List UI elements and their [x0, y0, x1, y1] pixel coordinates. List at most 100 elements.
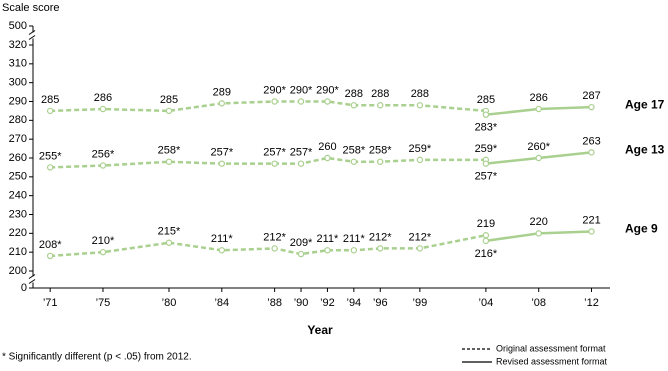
x-tick-label: ’96 — [373, 297, 388, 309]
data-point — [350, 102, 358, 109]
series-label: Age 9 — [625, 222, 658, 236]
value-label: 285 — [477, 94, 495, 106]
value-label: 257* — [290, 147, 313, 159]
x-tick-label: ’80 — [162, 297, 177, 309]
data-point — [377, 158, 384, 165]
y-tick-label: 240 — [9, 190, 27, 202]
y-tick-label: 300 — [9, 77, 27, 89]
value-label: 212* — [263, 231, 286, 243]
data-point — [350, 247, 358, 254]
data-point — [165, 239, 173, 246]
data-point — [46, 252, 54, 260]
y-tick-label: 210 — [9, 246, 27, 258]
value-label: 211* — [343, 233, 366, 245]
y-tick-label: 280 — [9, 114, 27, 126]
data-point — [535, 230, 542, 237]
value-label: 290* — [263, 84, 286, 96]
data-point — [99, 162, 107, 169]
value-label: 210* — [92, 235, 115, 247]
value-label: 285 — [41, 94, 59, 106]
axis-break — [28, 279, 36, 284]
x-tick-label: ’08 — [531, 297, 546, 309]
data-point — [535, 154, 542, 162]
y-tick-label: 290 — [9, 95, 27, 107]
y-tick-label: 260 — [9, 152, 27, 164]
value-label: 290* — [316, 84, 339, 96]
data-point — [482, 237, 490, 245]
axis-break — [28, 30, 36, 35]
data-point — [165, 158, 173, 165]
data-point — [482, 232, 490, 239]
data-point — [99, 248, 107, 256]
data-point — [271, 160, 278, 167]
data-point — [297, 160, 305, 167]
data-point — [46, 164, 54, 171]
legend-label: Revised assessment format — [496, 356, 608, 366]
data-point — [99, 105, 107, 113]
data-point — [218, 247, 226, 254]
value-label: 285 — [160, 94, 178, 106]
value-label: 258* — [158, 145, 181, 157]
y-tick-label: 270 — [9, 133, 27, 145]
y-tick-label: 250 — [9, 171, 27, 183]
axis-break — [28, 274, 36, 279]
data-point — [416, 156, 424, 164]
value-label: 212* — [409, 231, 432, 243]
value-label: 211* — [317, 233, 340, 245]
value-label: 209* — [290, 237, 313, 249]
series-label: Age 13 — [625, 143, 665, 157]
data-point — [482, 111, 490, 118]
data-point — [324, 154, 331, 162]
value-label: 287 — [582, 90, 600, 102]
value-label: 288 — [371, 88, 389, 100]
value-label: 212* — [369, 231, 392, 243]
value-label: 263 — [582, 135, 600, 147]
y-axis-label: Scale score — [2, 2, 59, 14]
footnote: * Significantly different (p < .05) from… — [2, 352, 192, 363]
x-tick-label: ’94 — [347, 297, 362, 309]
value-label: 255* — [39, 150, 62, 162]
data-point — [535, 105, 542, 113]
legend-label: Original assessment format — [496, 343, 606, 353]
y-tick-label: 200 — [9, 265, 27, 277]
value-label: 283* — [475, 122, 498, 134]
x-tick-label: ’71 — [43, 297, 58, 309]
data-point — [377, 102, 384, 109]
value-label: 216* — [475, 248, 498, 260]
x-tick-label: ’88 — [267, 297, 282, 309]
data-point — [482, 160, 490, 167]
data-point — [165, 107, 173, 115]
value-label: 208* — [39, 239, 62, 251]
value-label: 220 — [530, 216, 548, 228]
data-point — [416, 245, 424, 252]
x-tick-label: ’99 — [413, 297, 428, 309]
data-point — [297, 98, 305, 105]
data-point — [588, 103, 595, 111]
value-label: 221 — [582, 214, 600, 226]
value-label: 258* — [343, 145, 366, 157]
axis-break-gap — [28, 276, 38, 283]
data-point — [218, 160, 226, 167]
value-label: 257* — [475, 171, 498, 183]
y-tick-label: 0 — [21, 282, 27, 294]
value-label: 290* — [290, 84, 313, 96]
value-label: 260* — [527, 141, 550, 153]
axis-break-gap — [28, 32, 38, 39]
value-label: 289 — [213, 86, 231, 98]
value-label: 211* — [211, 233, 234, 245]
value-label: 259* — [475, 143, 498, 155]
value-label: 288 — [345, 88, 363, 100]
y-tick-label: 320 — [9, 39, 27, 51]
x-tick-label: ’12 — [584, 297, 599, 309]
y-tick-label: 500 — [9, 20, 27, 32]
value-label: 257* — [210, 147, 233, 159]
data-point — [588, 149, 595, 156]
data-point — [377, 245, 384, 252]
data-point — [271, 98, 278, 105]
x-tick-label: ’84 — [214, 297, 229, 309]
data-point — [350, 158, 358, 165]
x-axis-label: Year — [307, 323, 333, 337]
value-label: 215* — [158, 226, 181, 238]
x-tick-label: ’04 — [479, 297, 494, 309]
value-label: 259* — [409, 143, 432, 155]
